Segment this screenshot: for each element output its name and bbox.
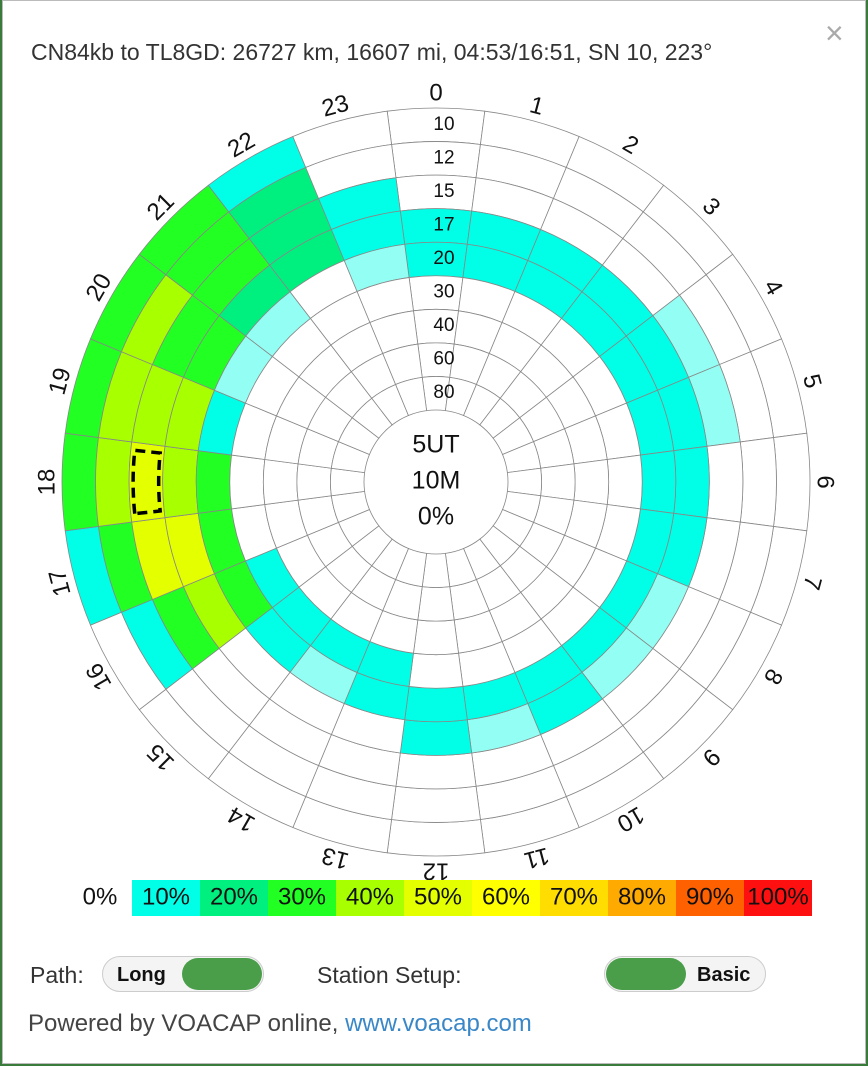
hour-label: 19 bbox=[44, 365, 77, 398]
cell bbox=[162, 445, 199, 519]
cell bbox=[606, 454, 643, 510]
footer: Powered by VOACAP online, www.voacap.com bbox=[28, 1010, 532, 1038]
polar-chart: 0 123456789101112131415161718192021222310… bbox=[33, 79, 839, 916]
hour-label: 23 bbox=[319, 90, 352, 123]
hour-label: 0 bbox=[429, 79, 442, 106]
legend-swatch bbox=[404, 880, 472, 916]
path-label: Path: bbox=[30, 962, 84, 988]
legend-swatch bbox=[200, 880, 268, 916]
cell bbox=[773, 432, 811, 532]
cell bbox=[61, 432, 99, 532]
cell bbox=[395, 752, 477, 790]
legend-swatch bbox=[132, 880, 200, 916]
path-toggle[interactable]: Long bbox=[102, 956, 264, 992]
band-label: 12 bbox=[433, 147, 454, 168]
toggle-text: Basic bbox=[697, 964, 751, 986]
cell bbox=[330, 467, 366, 497]
legend-swatch bbox=[676, 880, 744, 916]
legend-label: 20% bbox=[210, 883, 258, 910]
legend-label: 50% bbox=[414, 883, 462, 910]
cell bbox=[540, 463, 576, 501]
legend-label: 30% bbox=[278, 883, 326, 910]
setup-label: Station Setup: bbox=[317, 962, 462, 988]
cell bbox=[417, 586, 455, 622]
hour-label: 4 bbox=[758, 275, 788, 300]
legend-label: 60% bbox=[482, 883, 530, 910]
legend-label: 70% bbox=[550, 883, 598, 910]
cell bbox=[673, 445, 710, 519]
hour-label: 2 bbox=[618, 130, 643, 160]
center-label: 0% bbox=[418, 503, 454, 531]
hour-label: 1 bbox=[527, 91, 547, 121]
cell bbox=[195, 450, 232, 514]
footer-text: Powered by VOACAP online, bbox=[28, 1010, 346, 1037]
band-label: 30 bbox=[433, 282, 454, 303]
cell bbox=[296, 463, 332, 501]
legend-label: 100% bbox=[747, 883, 808, 910]
hour-label: 8 bbox=[758, 664, 788, 689]
cell bbox=[386, 819, 486, 857]
legend-label: 80% bbox=[618, 883, 666, 910]
footer-link[interactable]: www.voacap.com bbox=[345, 1010, 532, 1037]
hour-label: 5 bbox=[797, 371, 827, 391]
cell bbox=[229, 454, 266, 510]
cell bbox=[391, 785, 481, 823]
setup-toggle[interactable]: Basic bbox=[604, 956, 766, 992]
band-label: 17 bbox=[433, 214, 454, 235]
close-button[interactable]: × bbox=[825, 15, 844, 51]
legend-label: 40% bbox=[346, 883, 394, 910]
cell bbox=[739, 437, 777, 527]
cell bbox=[640, 450, 677, 514]
cell bbox=[95, 437, 133, 527]
hour-label: 18 bbox=[33, 469, 60, 496]
toggle-knob bbox=[182, 958, 262, 990]
legend-swatch bbox=[268, 880, 336, 916]
hour-label: 6 bbox=[812, 475, 839, 488]
cell bbox=[395, 376, 428, 417]
legend-swatch bbox=[472, 880, 540, 916]
hour-label: 13 bbox=[319, 841, 352, 874]
cell bbox=[413, 619, 459, 656]
cell bbox=[421, 552, 451, 588]
hour-label: 11 bbox=[521, 842, 552, 875]
cell bbox=[573, 459, 610, 505]
cell bbox=[262, 459, 299, 505]
legend-label: 0% bbox=[83, 883, 118, 910]
toggle-knob bbox=[606, 958, 686, 990]
band-label: 10 bbox=[433, 114, 454, 135]
cell bbox=[706, 441, 744, 523]
selection-box bbox=[131, 448, 163, 516]
band-label: 20 bbox=[433, 248, 454, 269]
legend-swatch bbox=[744, 880, 812, 916]
title: CN84kb to TL8GD: 26727 km, 16607 mi, 04:… bbox=[31, 39, 713, 65]
cell bbox=[408, 652, 464, 689]
band-label: 60 bbox=[433, 349, 454, 370]
legend-swatch bbox=[336, 880, 404, 916]
cell bbox=[506, 467, 542, 497]
cell bbox=[399, 719, 473, 756]
hour-label: 3 bbox=[697, 193, 726, 222]
band-label: 40 bbox=[433, 315, 454, 336]
hour-label: 9 bbox=[697, 743, 726, 772]
hour-label: 7 bbox=[797, 573, 827, 593]
cell bbox=[404, 686, 468, 723]
center-label: 10M bbox=[412, 467, 461, 495]
legend-swatch bbox=[540, 880, 608, 916]
legend-label: 90% bbox=[686, 883, 734, 910]
legend-label: 10% bbox=[142, 883, 190, 910]
hour-label: 17 bbox=[44, 566, 77, 599]
center-label: 5UT bbox=[412, 431, 459, 459]
band-label: 80 bbox=[433, 382, 454, 403]
band-label: 15 bbox=[433, 181, 454, 202]
toggle-text: Long bbox=[117, 964, 166, 986]
legend-swatch bbox=[608, 880, 676, 916]
